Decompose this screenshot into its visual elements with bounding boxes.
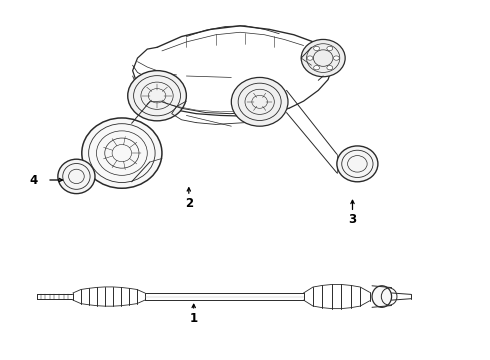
Circle shape xyxy=(314,46,319,51)
Ellipse shape xyxy=(301,40,345,77)
Ellipse shape xyxy=(372,286,392,307)
Text: 4: 4 xyxy=(30,174,38,186)
Ellipse shape xyxy=(337,146,378,182)
Circle shape xyxy=(307,56,313,60)
Ellipse shape xyxy=(231,77,288,126)
Circle shape xyxy=(327,66,333,70)
Ellipse shape xyxy=(58,159,95,194)
Circle shape xyxy=(333,56,339,60)
Text: 1: 1 xyxy=(190,311,198,325)
Ellipse shape xyxy=(82,118,162,188)
Text: 3: 3 xyxy=(348,213,357,226)
Circle shape xyxy=(327,46,333,51)
Ellipse shape xyxy=(128,71,186,121)
Circle shape xyxy=(314,66,319,70)
Text: 2: 2 xyxy=(185,197,193,210)
